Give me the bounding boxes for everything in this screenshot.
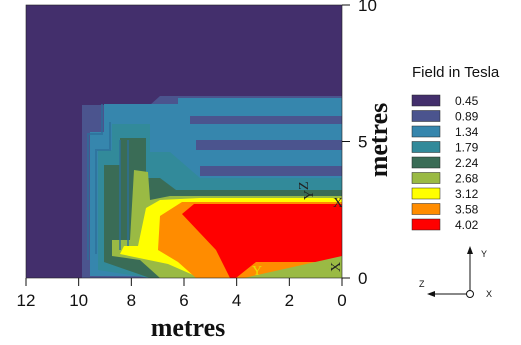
x-tick-label: 10 [69,291,88,310]
triad-z-label: Z [419,279,425,289]
legend-swatch [411,110,441,122]
plot-mark-y-lower: Y [252,264,262,279]
legend-swatch [411,203,441,215]
legend-label: 1.34 [455,125,479,139]
triad-origin-circle [466,290,474,298]
legend: 0.45 0.891.34 1.792.24 2.683.12 3.584.02 [411,94,479,232]
x-axis-title: metres [151,313,226,342]
coordinate-triad [427,246,474,298]
legend-label: 0.45 [455,94,479,108]
triad-x-label: X [486,289,492,299]
legend-swatch [411,94,441,107]
x-tick-label: 12 [17,291,36,310]
legend-swatch [411,156,441,169]
plot-mark-x-lower: X [329,262,344,272]
yoke-outline [87,104,129,260]
legend-label: 0.89 [455,110,479,124]
triad-y-arrowhead [467,246,473,254]
plot-mark-x-upper: X [333,196,343,211]
triad-z-arrowhead [427,291,435,297]
plot-mark-y-rotated: Y [302,190,317,200]
legend-swatch [411,125,441,138]
legend-swatch [411,187,441,200]
legend-title: Field in Tesla [412,64,500,81]
legend-swatch [411,141,441,153]
legend-label: 3.12 [455,187,479,201]
triad-y-label: Y [481,249,487,259]
x-axis: 12 10 8 6 4 2 0 [17,278,347,310]
y-tick-label: 5 [358,133,367,152]
y-tick-label: 0 [358,269,367,288]
y-axis: 10 5 0 [342,0,377,288]
legend-swatch [411,172,441,184]
legend-label: 3.58 [455,203,479,217]
y-tick-label: 10 [358,0,377,15]
x-tick-label: 4 [232,291,241,310]
legend-swatch [411,218,441,231]
legend-label: 2.68 [455,172,479,186]
y-axis-title: metres [364,103,393,178]
x-tick-label: 2 [285,291,294,310]
x-tick-label: 8 [127,291,136,310]
field-region-wedge [244,256,342,278]
x-tick-label: 6 [179,291,188,310]
heatmap-plot-area: X Y Y Z X [26,5,344,279]
plot-mark-z-rotated: Z [297,181,312,190]
legend-label: 2.24 [455,156,479,170]
legend-label: 1.79 [455,141,479,155]
x-tick-label: 0 [337,291,346,310]
field-region-4-02 [182,204,342,278]
legend-label: 4.02 [455,218,479,232]
